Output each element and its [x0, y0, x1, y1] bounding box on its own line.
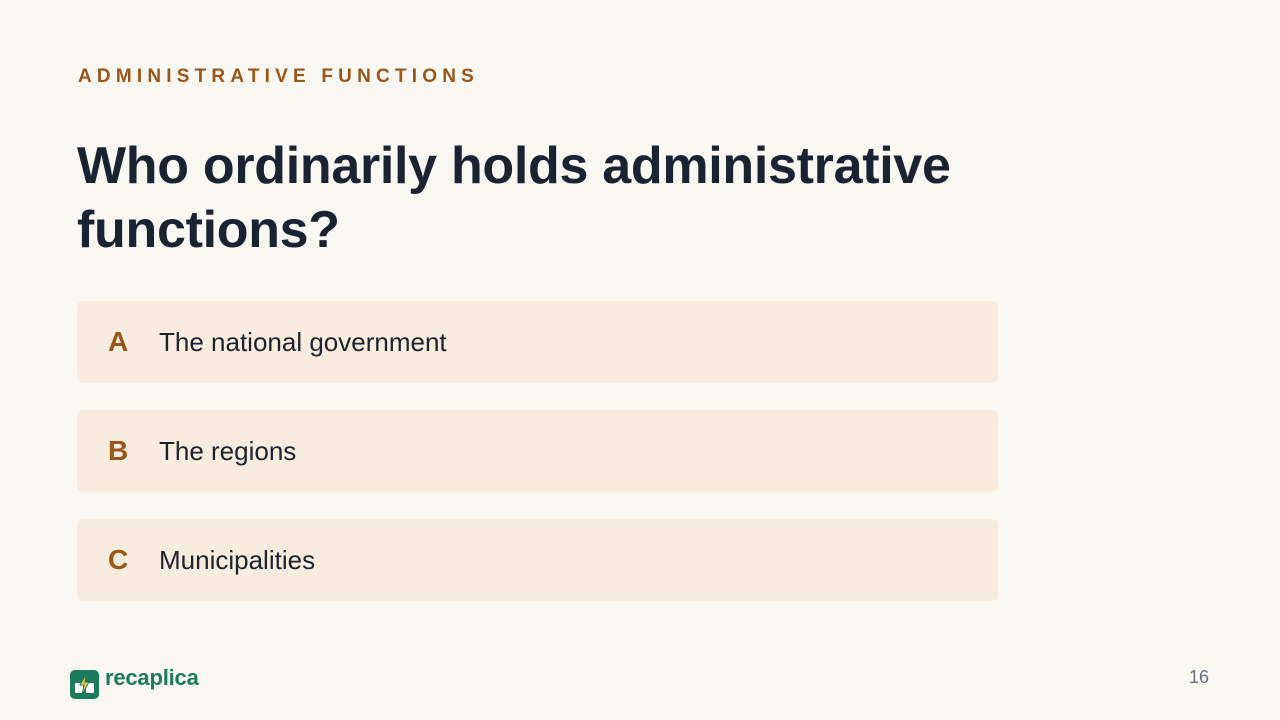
brand-name: recaplica [105, 664, 199, 690]
option-text: The national government [159, 326, 447, 357]
question-title: Who ordinarily holds administrative func… [77, 137, 951, 259]
answer-option-c[interactable]: C Municipalities [77, 519, 998, 601]
recaplica-logo-icon [70, 670, 99, 699]
option-text: Municipalities [159, 544, 316, 575]
answer-option-a[interactable]: A The national government [77, 301, 998, 383]
answer-option-b[interactable]: B The regions [77, 410, 998, 492]
answer-options: A The national government B The regions … [77, 301, 998, 628]
section-eyebrow: ADMINISTRATIVE FUNCTIONS [78, 66, 479, 87]
option-text: The regions [159, 435, 297, 466]
page-number: 16 [1188, 667, 1209, 687]
option-letter: C [108, 544, 129, 575]
option-letter: A [108, 326, 129, 357]
option-letter: B [108, 435, 129, 466]
brand: recaplica [70, 664, 199, 699]
